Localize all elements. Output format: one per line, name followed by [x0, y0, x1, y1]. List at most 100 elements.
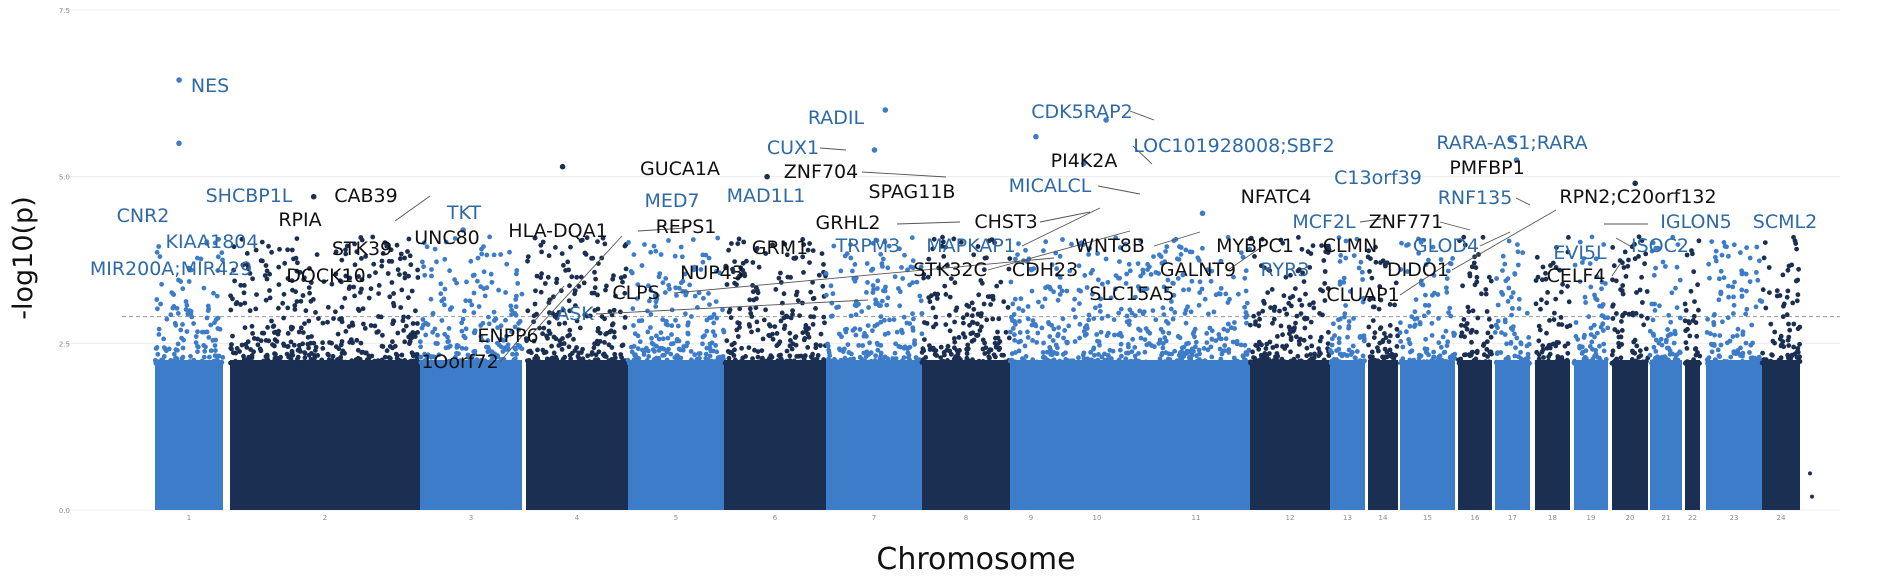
data-point — [475, 255, 481, 261]
data-point — [358, 340, 364, 346]
data-point — [1131, 360, 1137, 366]
chr-17-point-band — [1495, 360, 1530, 510]
data-point — [609, 360, 615, 366]
data-point — [921, 275, 926, 281]
data-point — [554, 276, 560, 282]
data-point — [1483, 287, 1489, 292]
data-point — [964, 347, 970, 353]
data-point — [1387, 347, 1393, 353]
peak-point — [1199, 210, 1206, 217]
data-point — [1368, 359, 1374, 365]
data-point — [535, 347, 540, 353]
data-point — [1319, 243, 1324, 249]
data-point — [747, 297, 753, 303]
data-point — [740, 260, 746, 266]
data-point — [1055, 297, 1061, 303]
chr-6-point-band — [724, 360, 826, 510]
data-point — [1334, 357, 1339, 362]
data-point — [808, 289, 814, 295]
data-point — [831, 243, 837, 249]
data-point — [495, 325, 500, 331]
data-point — [1781, 301, 1787, 307]
data-point — [918, 264, 924, 270]
data-point — [314, 359, 320, 365]
data-point — [498, 323, 504, 329]
data-point — [1231, 355, 1237, 361]
data-point — [945, 358, 950, 363]
data-point — [1407, 340, 1412, 346]
data-point — [672, 355, 678, 360]
data-point — [592, 308, 598, 313]
data-point — [1007, 329, 1013, 335]
data-point — [442, 286, 448, 292]
data-point — [908, 264, 914, 270]
data-point — [272, 355, 278, 361]
data-point — [1553, 265, 1559, 270]
data-point — [805, 345, 811, 350]
y-tick-label: 0.0 — [59, 507, 70, 515]
data-point — [917, 293, 923, 299]
data-point — [1630, 348, 1635, 354]
data-point — [885, 295, 891, 301]
data-point — [1064, 340, 1070, 346]
data-point — [1785, 352, 1791, 358]
data-point — [1632, 241, 1637, 247]
data-point — [737, 321, 742, 326]
data-point — [647, 298, 652, 304]
data-point — [666, 346, 671, 352]
data-point — [1687, 333, 1693, 339]
data-point — [1556, 322, 1562, 327]
data-point — [611, 307, 617, 313]
data-point — [1794, 246, 1799, 252]
data-point — [810, 351, 815, 357]
data-point — [337, 316, 342, 322]
data-point — [281, 291, 287, 297]
peak-point — [1081, 160, 1087, 167]
data-point — [261, 358, 266, 364]
data-point — [1495, 318, 1501, 324]
data-point — [1081, 350, 1087, 356]
data-point — [244, 251, 250, 256]
data-point — [1287, 295, 1293, 301]
data-point — [1590, 356, 1596, 362]
data-point — [1041, 248, 1046, 254]
data-point — [402, 271, 408, 276]
leader-line — [673, 257, 1055, 294]
data-point — [466, 359, 472, 364]
data-point — [1072, 296, 1077, 302]
data-point — [241, 290, 247, 296]
data-point — [1307, 265, 1313, 270]
data-point — [208, 348, 214, 354]
data-point — [1190, 331, 1196, 337]
data-point — [689, 314, 694, 319]
data-point — [1105, 313, 1111, 319]
data-point — [1236, 291, 1241, 297]
data-point — [952, 319, 957, 325]
data-point — [1329, 342, 1335, 348]
data-point — [860, 343, 866, 348]
data-point — [715, 235, 721, 241]
data-point — [1108, 295, 1114, 301]
data-point — [599, 314, 605, 319]
data-point — [161, 336, 167, 342]
data-point — [1638, 353, 1644, 358]
data-point — [975, 244, 981, 249]
data-point — [662, 290, 668, 295]
data-point — [1550, 260, 1556, 266]
data-point — [642, 242, 647, 247]
data-point — [618, 275, 624, 281]
data-point — [626, 360, 632, 366]
data-point — [1512, 331, 1517, 337]
data-point — [421, 264, 426, 269]
data-point — [1494, 360, 1499, 366]
data-point — [1012, 296, 1018, 302]
data-point — [1384, 354, 1390, 360]
data-point — [1731, 294, 1736, 300]
data-point — [1457, 238, 1462, 244]
data-point — [1346, 319, 1352, 324]
data-point — [1379, 360, 1385, 366]
data-point — [551, 294, 556, 300]
data-point — [1659, 354, 1665, 360]
data-point — [1262, 351, 1268, 356]
data-point — [1275, 334, 1280, 339]
